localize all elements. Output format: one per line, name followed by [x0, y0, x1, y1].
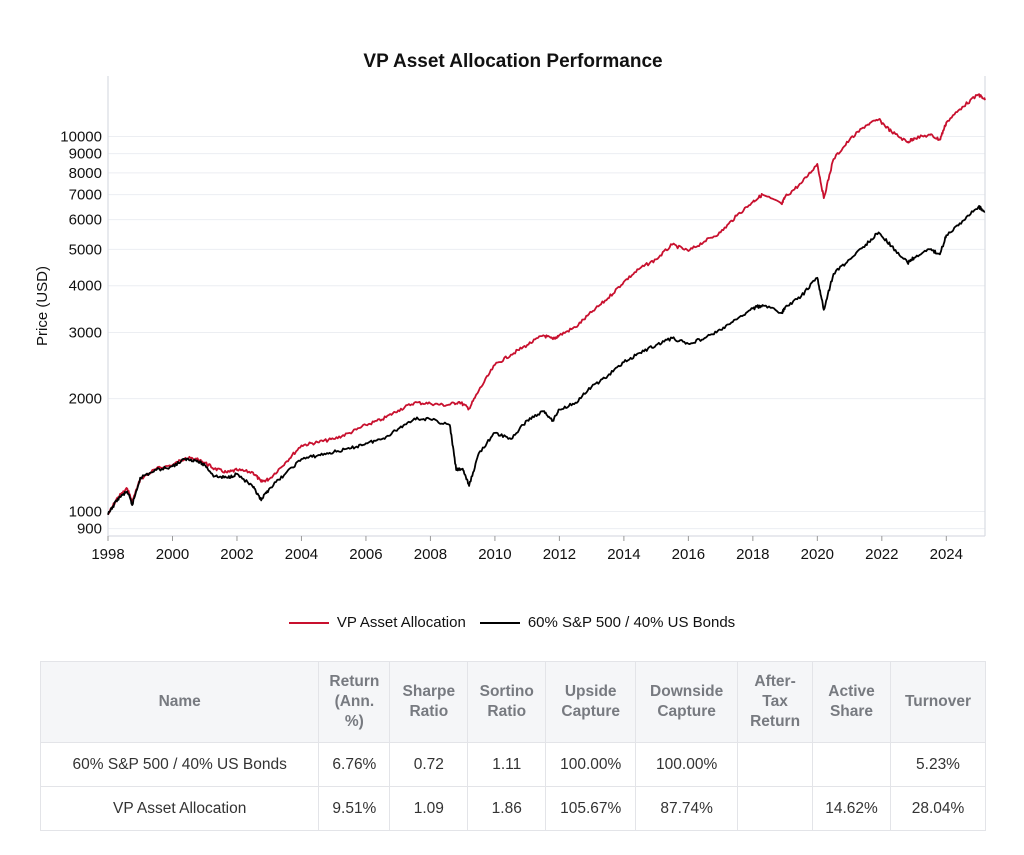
- header-turnover[interactable]: Turnover: [889, 661, 987, 743]
- x-tick-label: 2006: [349, 546, 382, 563]
- y-axis-label: Price (USD): [34, 266, 51, 346]
- legend-item-vp[interactable]: VP Asset Allocation: [288, 614, 466, 631]
- cell-name: VP Asset Allocation: [39, 786, 320, 831]
- header-active-share[interactable]: Active Share: [812, 661, 891, 743]
- header-after-tax[interactable]: After- Tax Return: [737, 661, 814, 743]
- cell-sortino: 1.86: [467, 786, 547, 831]
- legend-swatch-benchmark: [479, 621, 520, 624]
- legend-label-vp: VP Asset Allocation: [336, 614, 466, 631]
- table-header-row: Name Return (Ann. %) Sharpe Ratio Sortin…: [39, 661, 987, 743]
- x-tick-label: 1998: [91, 546, 124, 563]
- x-tick-label: 2020: [801, 546, 834, 563]
- x-tick-label: 2024: [930, 546, 963, 563]
- cell-turnover: 28.04%: [889, 786, 987, 831]
- legend-swatch-vp: [288, 621, 329, 624]
- legend-item-benchmark[interactable]: 60% S&P 500 / 40% US Bonds: [479, 614, 736, 631]
- table-row: VP Asset Allocation 9.51% 1.09 1.86 105.…: [39, 786, 987, 831]
- x-tick-label: 2004: [285, 546, 318, 563]
- y-tick-label: 3000: [69, 325, 102, 342]
- cell-sharpe: 1.09: [389, 786, 469, 831]
- cell-active-share: 14.62%: [812, 786, 891, 831]
- cell-active-share: [812, 742, 891, 787]
- cell-after-tax: [737, 742, 814, 787]
- header-sortino[interactable]: Sortino Ratio: [467, 661, 547, 743]
- header-sharpe[interactable]: Sharpe Ratio: [389, 661, 469, 743]
- x-tick-label: 2010: [478, 546, 511, 563]
- chart-title: VP Asset Allocation Performance: [363, 51, 662, 72]
- y-tick-label: 10000: [60, 129, 102, 146]
- y-tick-label: 4000: [69, 278, 102, 295]
- cell-turnover: 5.23%: [889, 742, 987, 787]
- axis-layer: 9001000200030004000500060007000800090001…: [60, 76, 986, 563]
- x-tick-label: 2012: [543, 546, 576, 563]
- header-return[interactable]: Return (Ann. %): [318, 661, 391, 743]
- x-tick-label: 2014: [607, 546, 640, 563]
- cell-downside: 87.74%: [635, 786, 739, 831]
- header-downside[interactable]: Downside Capture: [635, 661, 739, 743]
- y-tick-label: 1000: [69, 503, 102, 520]
- x-tick-label: 2008: [414, 546, 447, 563]
- x-tick-label: 2022: [865, 546, 898, 563]
- series-line-vp-asset-allocation: [107, 93, 986, 516]
- table-row: 60% S&P 500 / 40% US Bonds 6.76% 0.72 1.…: [39, 742, 987, 787]
- series-line-60-40-benchmark: [107, 205, 986, 515]
- cell-name: 60% S&P 500 / 40% US Bonds: [39, 742, 320, 787]
- cell-return: 9.51%: [318, 786, 391, 831]
- y-tick-label: 7000: [69, 187, 102, 204]
- y-tick-label: 5000: [69, 241, 102, 258]
- y-tick-label: 2000: [69, 391, 102, 408]
- cell-sharpe: 0.72: [389, 742, 469, 787]
- cell-after-tax: [737, 786, 814, 831]
- chart-legend: VP Asset Allocation 60% S&P 500 / 40% US…: [0, 614, 1024, 631]
- legend-label-benchmark: 60% S&P 500 / 40% US Bonds: [527, 614, 736, 631]
- x-tick-label: 2018: [736, 546, 769, 563]
- x-tick-label: 2000: [156, 546, 189, 563]
- header-name[interactable]: Name: [39, 661, 320, 743]
- y-tick-label: 900: [77, 521, 102, 538]
- x-tick-label: 2002: [220, 546, 253, 563]
- cell-return: 6.76%: [318, 742, 391, 787]
- y-tick-label: 9000: [69, 146, 102, 163]
- series-layer: [107, 93, 986, 516]
- y-tick-label: 6000: [69, 212, 102, 229]
- cell-upside: 105.67%: [545, 786, 637, 831]
- header-upside[interactable]: Upside Capture: [545, 661, 637, 743]
- x-tick-label: 2016: [672, 546, 705, 563]
- performance-stats-table: Name Return (Ann. %) Sharpe Ratio Sortin…: [39, 661, 987, 831]
- cell-downside: 100.00%: [635, 742, 739, 787]
- y-tick-label: 8000: [69, 165, 102, 182]
- cell-upside: 100.00%: [545, 742, 637, 787]
- cell-sortino: 1.11: [467, 742, 547, 787]
